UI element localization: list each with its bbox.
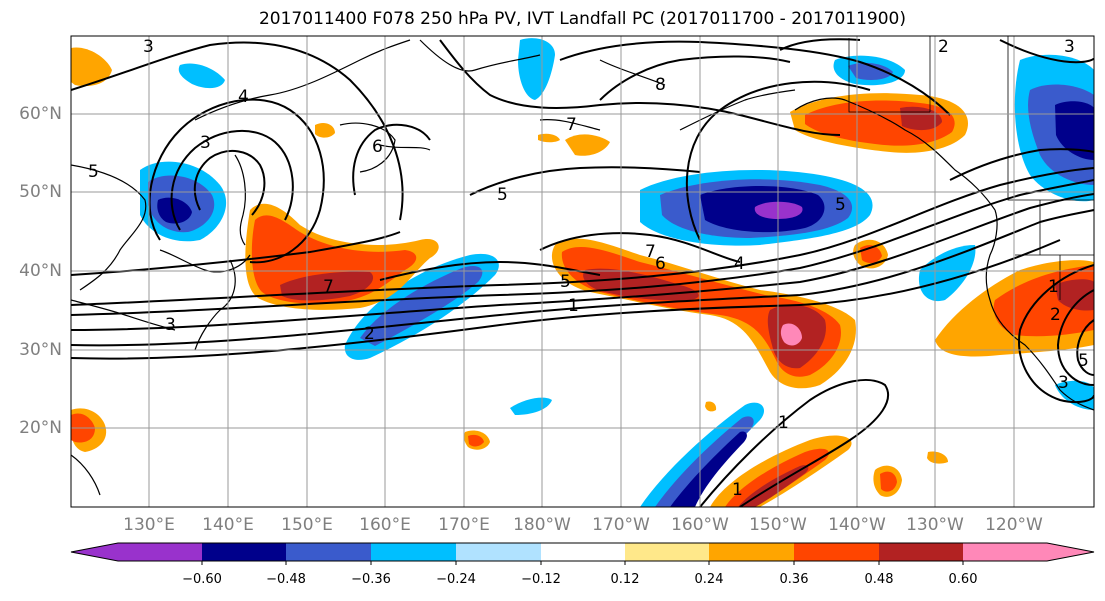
colorbar-segment <box>963 543 1047 561</box>
contour-label: 5 <box>560 272 571 292</box>
longitude-label: 130°W <box>906 515 964 535</box>
longitude-label: 160°W <box>671 515 729 535</box>
map-plot-area <box>71 36 1094 507</box>
colorbar-tick-label: 0.48 <box>864 572 894 587</box>
longitude-label: 150°W <box>749 515 807 535</box>
colorbar-segment <box>1047 543 1094 561</box>
longitude-label: 140°E <box>202 515 254 535</box>
longitude-label: 180°W <box>513 515 571 535</box>
contour-label: 3 <box>200 133 211 153</box>
contour-label: 5 <box>497 185 508 205</box>
longitude-label: 140°W <box>828 515 886 535</box>
colorbar-tick-label: 0.36 <box>779 572 809 587</box>
contour-label: 1 <box>778 413 789 433</box>
contour-labels: 3 4 3 5 6 5 7 8 2 3 7 6 4 5 5 1 2 7 3 1 … <box>88 37 1089 500</box>
contour-label: 7 <box>323 277 334 297</box>
longitude-label: 120°W <box>985 515 1043 535</box>
contour-label: 4 <box>238 87 249 107</box>
map-frame <box>70 35 1095 508</box>
graticule <box>71 36 1094 507</box>
colorbar-segment <box>371 543 456 561</box>
colorbar-tick-label: −0.36 <box>351 572 391 587</box>
colorbar-segment <box>879 543 963 561</box>
colorbar-segment <box>202 543 286 561</box>
contour-label: 1 <box>732 480 743 500</box>
colorbar-tick-label: 0.60 <box>948 572 978 587</box>
latitude-label: 50°N <box>19 182 62 202</box>
contour-label: 7 <box>566 115 577 135</box>
contour-label: 6 <box>372 137 383 157</box>
contour-label: 1 <box>568 296 579 316</box>
latitude-label: 20°N <box>19 418 62 438</box>
coastlines <box>71 39 1094 496</box>
longitude-label: 170°W <box>592 515 650 535</box>
contour-label: 3 <box>1064 37 1075 57</box>
longitude-label: 130°E <box>123 515 175 535</box>
longitude-label: 150°E <box>281 515 333 535</box>
contour-label: 8 <box>655 75 666 95</box>
latitude-label: 60°N <box>19 104 62 124</box>
map-title: 2017011400 F078 250 hPa PV, IVT Landfall… <box>258 9 906 29</box>
colorbar-tick-label: −0.24 <box>436 572 476 587</box>
latitude-label: 40°N <box>19 261 62 281</box>
contour-label: 3 <box>165 315 176 335</box>
contour-label: 5 <box>835 195 846 215</box>
colorbar-segment <box>456 543 541 561</box>
latitude-label: 30°N <box>19 340 62 360</box>
colorbar-tick-label: −0.60 <box>182 572 222 587</box>
contour-label: 5 <box>88 162 99 182</box>
colorbar <box>70 542 1095 565</box>
contour-label: 2 <box>364 324 375 344</box>
colorbar-segment <box>541 543 625 561</box>
contour-label: 6 <box>655 254 666 274</box>
colorbar-segment <box>118 543 202 561</box>
longitude-label: 160°E <box>359 515 411 535</box>
colorbar-segment <box>625 543 709 561</box>
contour-label: 1 <box>1048 277 1059 297</box>
contour-label: 5 <box>1078 351 1089 371</box>
contour-label: 3 <box>1058 373 1069 393</box>
colorbar-outline <box>70 542 1095 562</box>
colorbar-segment <box>794 543 879 561</box>
colorbar-tick-label: 0.12 <box>610 572 640 587</box>
contour-label: 4 <box>734 254 745 274</box>
negative-anomaly-fill <box>140 38 1094 507</box>
colorbar-tick-label: 0.24 <box>694 572 724 587</box>
colorbar-segment <box>71 543 118 561</box>
colorbar-tick-label: −0.48 <box>266 572 306 587</box>
longitude-label: 170°E <box>438 515 490 535</box>
contour-label: 2 <box>1050 305 1061 325</box>
colorbar-segment <box>286 543 371 561</box>
colorbar-tick-label: −0.12 <box>521 572 561 587</box>
contour-label: 3 <box>143 37 154 57</box>
colorbar-segment <box>709 543 794 561</box>
contour-label: 2 <box>938 37 949 57</box>
contour-label: 7 <box>645 242 656 262</box>
